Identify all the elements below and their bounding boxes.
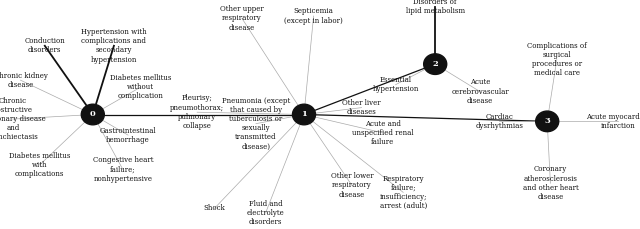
Text: Acute and
unspecified renal
failure: Acute and unspecified renal failure: [352, 120, 413, 146]
Text: 3: 3: [545, 117, 550, 125]
Text: Hypertension with
complications and
secondary
hypertension: Hypertension with complications and seco…: [81, 28, 147, 64]
Text: Chronic
obstructive
pulmonary disease
and
bronchiectasis: Chronic obstructive pulmonary disease an…: [0, 97, 46, 142]
Text: Cardiac
dysrhythmias: Cardiac dysrhythmias: [476, 113, 523, 130]
Text: Other liver
diseases: Other liver diseases: [342, 99, 381, 116]
Text: Diabetes mellitus
with
complications: Diabetes mellitus with complications: [9, 152, 70, 178]
Text: Congestive heart
failure;
nonhypertensive: Congestive heart failure; nonhypertensiv…: [93, 156, 153, 183]
Ellipse shape: [536, 111, 559, 132]
Text: Conduction
disorders: Conduction disorders: [24, 37, 65, 55]
Text: 2: 2: [433, 60, 438, 68]
Text: Septicemia
(except in labor): Septicemia (except in labor): [284, 7, 343, 25]
Text: Other upper
respiratory
disease: Other upper respiratory disease: [220, 5, 264, 32]
Text: Acute
cerebrovascular
disease: Acute cerebrovascular disease: [451, 78, 509, 105]
Text: Pleurisy;
pneumothorax;
pulmonary
collapse: Pleurisy; pneumothorax; pulmonary collap…: [170, 94, 224, 130]
Text: Complications of
surgical
procedures or
medical care: Complications of surgical procedures or …: [527, 42, 587, 77]
Ellipse shape: [292, 104, 316, 125]
Text: Coronary
atherosclerosis
and other heart
disease: Coronary atherosclerosis and other heart…: [522, 165, 579, 201]
Text: 1: 1: [301, 111, 307, 118]
Text: Respiratory
failure;
insufficiency;
arrest (adult): Respiratory failure; insufficiency; arre…: [380, 174, 427, 210]
Text: Essential
hypertension: Essential hypertension: [372, 76, 419, 93]
Text: Disorders of
lipid metabolism: Disorders of lipid metabolism: [406, 0, 465, 16]
Text: Acute myocardial
infarction: Acute myocardial infarction: [586, 113, 640, 130]
Ellipse shape: [424, 54, 447, 74]
Text: Pneumonia (except
that caused by
tuberculosis or
sexually
transmitted
disease): Pneumonia (except that caused by tubercu…: [222, 97, 290, 151]
Ellipse shape: [81, 104, 104, 125]
Text: Diabetes mellitus
without
complication: Diabetes mellitus without complication: [110, 74, 172, 100]
Text: Chronic kidney
disease: Chronic kidney disease: [0, 71, 47, 89]
Text: Fluid and
electrolyte
disorders: Fluid and electrolyte disorders: [247, 200, 284, 226]
Text: Gastrointestinal
hemorrhage: Gastrointestinal hemorrhage: [100, 126, 156, 144]
Text: Shock: Shock: [204, 204, 225, 212]
Text: 0: 0: [90, 111, 95, 118]
Text: Other lower
respiratory
disease: Other lower respiratory disease: [331, 172, 373, 199]
